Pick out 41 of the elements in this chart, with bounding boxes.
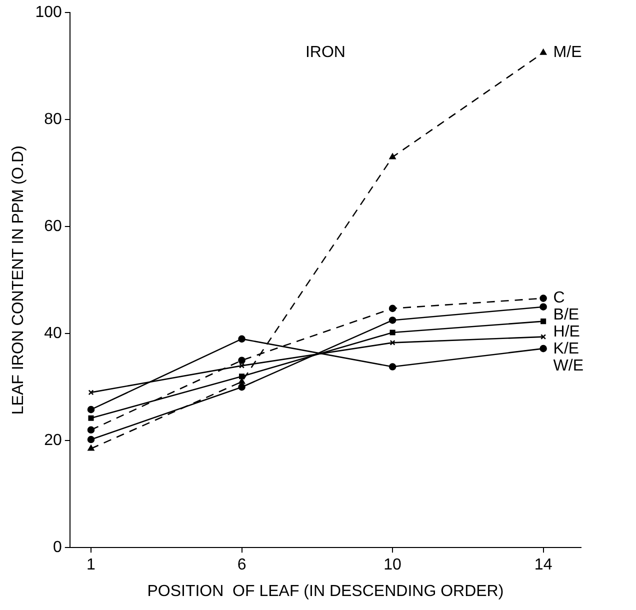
point xyxy=(239,374,245,380)
series-label: M/E xyxy=(553,44,582,62)
text: IRON xyxy=(305,44,346,62)
point xyxy=(88,415,94,421)
point xyxy=(389,153,396,160)
x-tick-label: 14 xyxy=(534,556,552,574)
series-label: B/E xyxy=(553,306,580,324)
point xyxy=(540,318,546,324)
x-axis-title: POSITION OF LEAF (IN DESCENDING ORDER) xyxy=(147,582,504,600)
y-tick-label: 80 xyxy=(44,111,62,128)
y-axis-title: LEAF IRON CONTENT IN PPM (O.D) xyxy=(10,146,28,415)
point xyxy=(390,340,396,346)
point xyxy=(540,303,547,310)
point xyxy=(87,436,95,444)
x-tick-label: 10 xyxy=(384,556,402,574)
series-label: C xyxy=(553,290,565,307)
point xyxy=(388,316,396,324)
y-tick-label: 0 xyxy=(52,539,62,556)
point xyxy=(540,294,547,302)
point xyxy=(540,344,547,352)
y-tick-label: 100 xyxy=(35,4,62,22)
point xyxy=(238,356,246,364)
point xyxy=(390,330,396,336)
series-label: H/E xyxy=(553,324,580,341)
point xyxy=(238,378,246,384)
y-tick-label: 20 xyxy=(44,432,62,450)
y-tick-label: 60 xyxy=(44,218,62,236)
point xyxy=(239,362,245,368)
point xyxy=(87,406,95,414)
point xyxy=(238,383,246,391)
point xyxy=(238,335,246,343)
point xyxy=(388,363,396,370)
series-label: W/E xyxy=(553,358,584,375)
point xyxy=(88,444,94,451)
y-tick-label: 40 xyxy=(44,325,62,342)
x-tick-label: 6 xyxy=(237,556,246,574)
point xyxy=(540,49,547,55)
point xyxy=(87,426,95,434)
point xyxy=(388,304,396,312)
series-label: K/E xyxy=(553,340,580,358)
x-tick-label: 1 xyxy=(86,556,96,574)
